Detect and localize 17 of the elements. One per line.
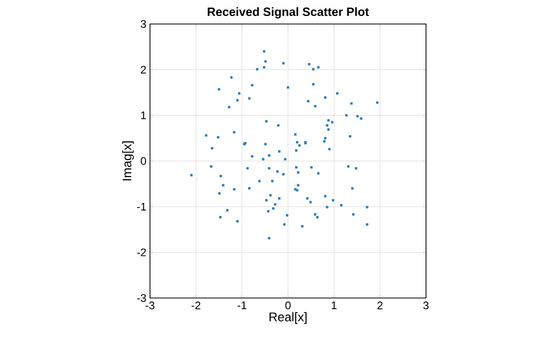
x-tick-label: -2: [192, 302, 200, 310]
chart-title: Received Signal Scatter Plot: [208, 7, 369, 18]
x-tick-label: 2: [377, 302, 383, 310]
x-tick-label: 0: [285, 302, 291, 310]
y-tick-label: 3: [140, 20, 146, 28]
y-tick-label: -2: [137, 248, 146, 256]
x-tick-label: -3: [146, 302, 154, 310]
y-tick-label: -1: [137, 202, 146, 210]
y-tick-label: 2: [140, 66, 146, 74]
x-axis-title: Real[x]: [270, 312, 307, 324]
x-tick-label: 1: [332, 302, 337, 310]
y-tick-label: 1: [141, 112, 146, 120]
y-tick-label: 0: [140, 157, 146, 165]
x-tick-label: -1: [238, 302, 246, 310]
x-tick-label: 3: [423, 302, 429, 310]
y-axis-title: Imag[x]: [122, 141, 134, 180]
y-tick-label: -3: [137, 294, 146, 302]
